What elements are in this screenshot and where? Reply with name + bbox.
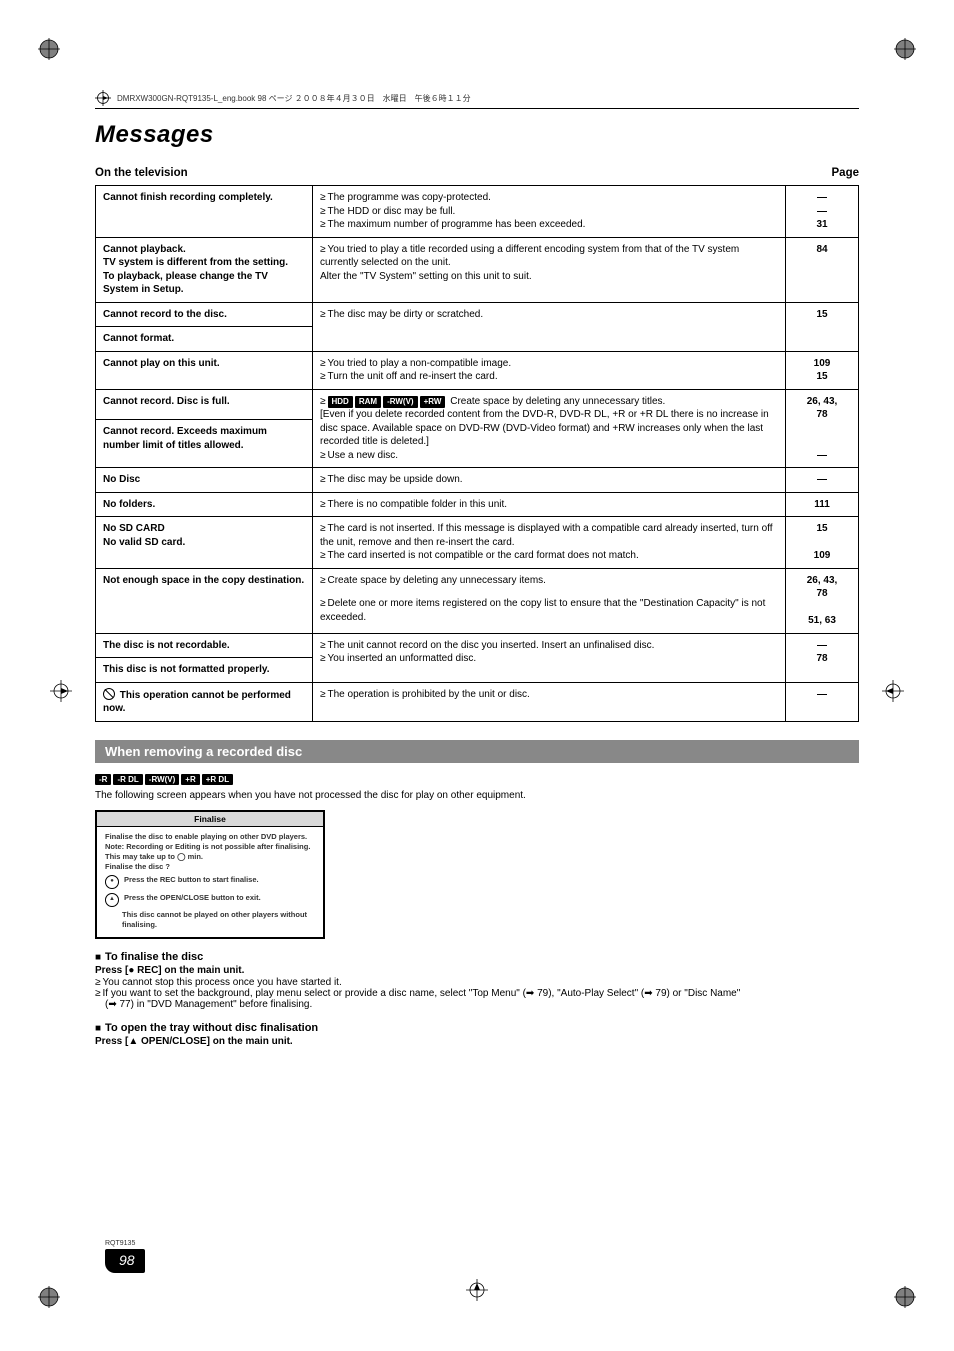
messages-table: Cannot finish recording completely.The p…: [95, 185, 859, 722]
format-badge: +R DL: [202, 774, 233, 785]
msg-col2: The programme was copy-protected.The HDD…: [313, 186, 786, 238]
msg-col3: — — 31: [786, 186, 859, 238]
finalise-line1: Finalise the disc to enable playing on o…: [105, 832, 315, 842]
msg-col1: Cannot playback. TV system is different …: [96, 237, 313, 302]
msg-col3: — 78: [786, 633, 859, 682]
page: DMRXW300GN-RQT9135-L_eng.book 98 ページ ２００…: [0, 0, 954, 1351]
table-row: Not enough space in the copy destination…: [96, 568, 859, 633]
msg-col2: You tried to play a title recorded using…: [313, 237, 786, 302]
section-bar: When removing a recorded disc: [95, 740, 859, 763]
prohibit-icon: [103, 688, 115, 700]
msg-col3: 111: [786, 492, 859, 517]
table-row: Cannot play on this unit.You tried to pl…: [96, 351, 859, 389]
msg-col3: —: [786, 468, 859, 493]
finalise-bullet-1: You cannot stop this process once you ha…: [95, 977, 859, 988]
table-row: Cannot record to the disc.The disc may b…: [96, 302, 859, 327]
msg-col2: The card is not inserted. If this messag…: [313, 517, 786, 569]
finalise-box-title: Finalise: [97, 812, 323, 827]
open-tray-title: ■To open the tray without disc finalisat…: [95, 1022, 859, 1034]
msg-col3: —: [786, 682, 859, 721]
open-tray-press: Press [▲ OPEN/CLOSE] on the main unit.: [95, 1036, 859, 1047]
msg-col2: There is no compatible folder in this un…: [313, 492, 786, 517]
format-badge: -R DL: [113, 774, 142, 785]
msg-col3: 26, 43, 78 51, 63: [786, 568, 859, 633]
subhead-left: On the television: [95, 167, 188, 179]
rec-button-icon: ●: [105, 875, 119, 889]
finalise-btn1: Press the REC button to start finalise.: [124, 875, 259, 885]
finalise-bullet-2: If you want to set the background, play …: [95, 988, 859, 999]
finalise-line2: Note: Recording or Editing is not possib…: [105, 842, 315, 862]
table-row: Cannot finish recording completely.The p…: [96, 186, 859, 238]
finalise-press: Press [● REC] on the main unit.: [95, 965, 859, 976]
finalise-btn2: Press the OPEN/CLOSE button to exit.: [124, 893, 261, 903]
header-strip: DMRXW300GN-RQT9135-L_eng.book 98 ページ ２００…: [95, 90, 859, 109]
header-strip-text: DMRXW300GN-RQT9135-L_eng.book 98 ページ ２００…: [117, 93, 471, 104]
msg-col1: No SD CARD No valid SD card.: [96, 517, 313, 569]
msg-col1: Not enough space in the copy destination…: [96, 568, 313, 633]
msg-col3: 109 15: [786, 351, 859, 389]
msg-col3: 15: [786, 302, 859, 351]
finalise-line3: Finalise the disc ?: [105, 862, 315, 872]
msg-col2: The operation is prohibited by the unit …: [313, 682, 786, 721]
finalise-bullets: You cannot stop this process once you ha…: [95, 977, 859, 1010]
after-badges-text: The following screen appears when you ha…: [95, 789, 859, 803]
eject-button-icon: ▲: [105, 893, 119, 907]
format-badge: -RW(V): [145, 774, 180, 785]
header-reg-icon: [95, 90, 111, 106]
format-badge: -RW(V): [383, 396, 418, 409]
finalise-box: Finalise Finalise the disc to enable pla…: [95, 810, 325, 939]
table-row: The disc is not recordable.The unit cann…: [96, 633, 859, 658]
disc-badges: -R-R DL-RW(V)+R+R DL: [95, 769, 859, 787]
subhead-right: Page: [832, 167, 860, 179]
table-row: Cannot playback. TV system is different …: [96, 237, 859, 302]
table-row: This operation cannot be performed now.T…: [96, 682, 859, 721]
msg-col1: Cannot record. Exceeds maximum number li…: [96, 420, 313, 468]
msg-col1: Cannot finish recording completely.: [96, 186, 313, 238]
msg-col1: No folders.: [96, 492, 313, 517]
format-badge: +R: [181, 774, 199, 785]
msg-col1: Cannot record to the disc.: [96, 302, 313, 327]
msg-col3: 84: [786, 237, 859, 302]
msg-col2: The unit cannot record on the disc you i…: [313, 633, 786, 682]
page-title: Messages: [95, 121, 859, 149]
msg-col2: Create space by deleting any unnecessary…: [313, 568, 786, 633]
finalise-line4: This disc cannot be played on other play…: [122, 910, 315, 930]
msg-col1: No Disc: [96, 468, 313, 493]
msg-col2: The disc may be dirty or scratched.: [313, 302, 786, 351]
table-row: No DiscThe disc may be upside down.—: [96, 468, 859, 493]
finalise-bullet-2-cont: (➡ 77) in "DVD Management" before finali…: [105, 999, 859, 1010]
subhead-row: On the television Page: [95, 167, 859, 179]
msg-col2: You tried to play a non-compatible image…: [313, 351, 786, 389]
table-row: No SD CARD No valid SD card.The card is …: [96, 517, 859, 569]
footer-code: RQT9135: [105, 1240, 145, 1247]
msg-col1: This operation cannot be performed now.: [96, 682, 313, 721]
msg-col1: Cannot format.: [96, 327, 313, 352]
page-footer: RQT9135 98: [105, 1240, 145, 1273]
msg-col1: The disc is not recordable.: [96, 633, 313, 658]
msg-col1: This disc is not formatted properly.: [96, 658, 313, 683]
msg-col3: 26, 43, 78 —: [786, 389, 859, 468]
format-badge: -R: [95, 774, 111, 785]
msg-col2: The disc may be upside down.: [313, 468, 786, 493]
table-row: No folders.There is no compatible folder…: [96, 492, 859, 517]
msg-col2: HDDRAM-RW(V)+RW Create space by deleting…: [313, 389, 786, 468]
table-row: Cannot record. Disc is full. HDDRAM-RW(V)…: [96, 389, 859, 420]
format-badge: RAM: [355, 396, 381, 409]
format-badge: HDD: [328, 396, 353, 409]
finalise-disc-title: ■To finalise the disc: [95, 951, 859, 963]
msg-col1: Cannot play on this unit.: [96, 351, 313, 389]
msg-col3: 15 109: [786, 517, 859, 569]
msg-col1: Cannot record. Disc is full.: [96, 389, 313, 420]
format-badge: +RW: [420, 396, 446, 409]
page-number: 98: [105, 1249, 145, 1273]
